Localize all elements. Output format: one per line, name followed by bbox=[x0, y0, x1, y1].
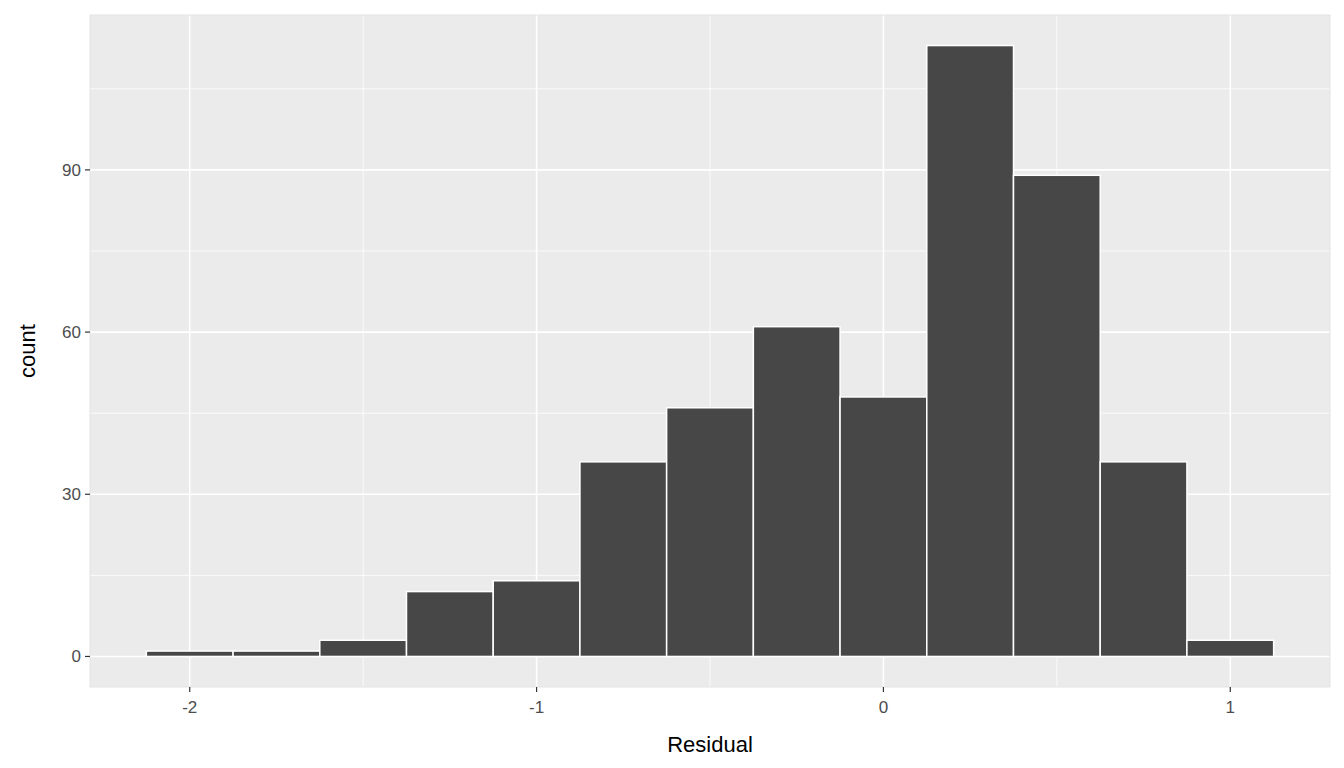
histogram-bar bbox=[1187, 640, 1274, 656]
x-tick-label: -1 bbox=[529, 698, 544, 717]
x-tick-label: -2 bbox=[182, 698, 197, 717]
histogram-bar bbox=[407, 592, 494, 657]
minor-grid-x bbox=[363, 15, 364, 687]
histogram-bar bbox=[146, 651, 233, 656]
grid-x bbox=[1229, 15, 1231, 687]
y-tick bbox=[85, 331, 90, 332]
grid-x bbox=[189, 15, 191, 687]
histogram-bar bbox=[753, 327, 840, 657]
y-tick bbox=[85, 494, 90, 495]
y-tick bbox=[85, 656, 90, 657]
bars bbox=[146, 46, 1273, 657]
y-tick-label: 60 bbox=[62, 323, 81, 342]
histogram-bar bbox=[840, 397, 927, 657]
y-tick-label: 30 bbox=[62, 485, 81, 504]
minor-grid-y bbox=[90, 88, 1330, 89]
panel bbox=[90, 15, 1330, 687]
x-tick bbox=[1230, 687, 1231, 692]
chart-container: -2 -1 0 1 0 30 60 90 Residual count bbox=[0, 0, 1344, 768]
y-tick-label: 90 bbox=[62, 161, 81, 180]
minor-grid-y bbox=[90, 250, 1330, 251]
histogram-bar bbox=[667, 408, 754, 657]
x-axis-title: Residual bbox=[667, 732, 753, 757]
histogram-bar bbox=[320, 640, 407, 656]
histogram-bar bbox=[1100, 462, 1187, 657]
x-tick-label: 0 bbox=[879, 698, 888, 717]
grid-y bbox=[90, 169, 1330, 171]
grid-y bbox=[90, 331, 1330, 333]
histogram-bar bbox=[580, 462, 667, 657]
x-tick bbox=[189, 687, 190, 692]
y-tick bbox=[85, 169, 90, 170]
background bbox=[0, 0, 1344, 768]
histogram-bar bbox=[493, 581, 580, 657]
histogram-bar bbox=[927, 46, 1014, 657]
y-tick-label: 0 bbox=[72, 647, 81, 666]
x-tick-label: 1 bbox=[1226, 698, 1235, 717]
chart-svg: -2 -1 0 1 0 30 60 90 Residual count bbox=[0, 0, 1344, 768]
histogram-bar bbox=[1013, 175, 1100, 656]
y-axis-title: count bbox=[15, 324, 40, 378]
histogram-bar bbox=[233, 651, 320, 656]
x-tick bbox=[536, 687, 537, 692]
x-tick bbox=[883, 687, 884, 692]
panel-frame bbox=[90, 15, 1330, 687]
